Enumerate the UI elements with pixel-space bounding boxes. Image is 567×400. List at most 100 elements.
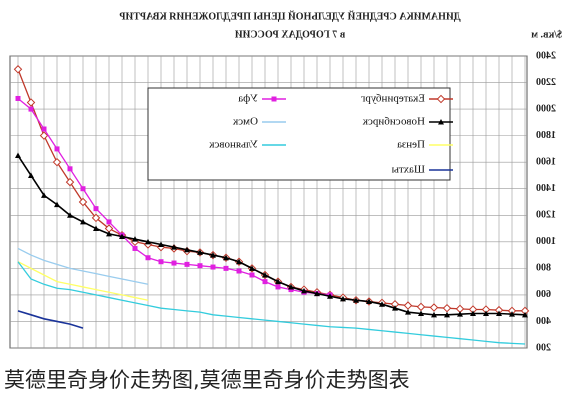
series-line: [17, 261, 526, 345]
marker: [392, 305, 398, 311]
marker: [494, 305, 504, 315]
marker: [158, 241, 164, 247]
marker: [145, 238, 151, 245]
marker: [106, 219, 112, 225]
marker: [288, 283, 294, 290]
y-tick-label: 600: [536, 289, 551, 300]
marker: [80, 218, 86, 225]
marker: [483, 310, 489, 316]
marker: [405, 309, 411, 315]
marker: [41, 126, 47, 132]
marker: [249, 265, 255, 271]
marker: [54, 146, 60, 152]
marker: [197, 249, 203, 255]
marker: [28, 172, 34, 178]
marker: [78, 197, 88, 207]
legend-label: Шахты: [391, 164, 425, 176]
y-axis-label: $/кв. м: [531, 29, 562, 40]
legend-label: Ульяновск: [208, 139, 258, 151]
legend-label: Пенза: [397, 139, 425, 151]
y-tick-label: 2400: [536, 50, 556, 61]
series-line: [17, 261, 149, 301]
marker: [314, 290, 320, 297]
marker: [379, 301, 385, 307]
marker: [223, 254, 229, 261]
marker: [507, 306, 517, 316]
marker: [223, 265, 229, 271]
marker: [444, 311, 450, 318]
marker: [403, 301, 413, 310]
marker: [353, 297, 359, 303]
marker: [236, 258, 242, 265]
chart-title: ДИНАМИКА СРЕДНЕЙ УДЕЛЬНОЙ ЦЕНЫ ПРЕДЛОЖЕН…: [119, 10, 460, 22]
y-tick-label: 400: [536, 316, 551, 327]
marker: [93, 206, 99, 212]
marker: [67, 212, 73, 218]
marker: [457, 311, 463, 317]
marker: [13, 65, 23, 74]
marker: [249, 272, 255, 278]
marker: [104, 224, 114, 233]
marker: [119, 233, 125, 240]
marker: [236, 268, 242, 274]
marker: [93, 225, 99, 232]
marker: [28, 106, 34, 112]
marker: [340, 295, 346, 302]
marker: [145, 255, 151, 261]
legend-label: Екатеринбург: [360, 93, 425, 105]
marker: [80, 186, 86, 192]
marker: [366, 298, 372, 305]
marker: [39, 131, 49, 140]
legend-label: Уфа: [238, 93, 258, 105]
marker: [520, 306, 530, 316]
marker: [52, 157, 62, 167]
marker: [275, 278, 281, 285]
marker: [197, 263, 203, 269]
marker: [67, 166, 73, 172]
marker: [54, 201, 60, 208]
marker: [416, 302, 426, 312]
legend: [147, 87, 451, 181]
marker: [288, 287, 294, 293]
marker: [522, 311, 528, 318]
y-tick-label: 800: [536, 263, 551, 274]
series-line: [17, 310, 84, 329]
marker: [390, 299, 400, 309]
legend-label: Новосибирск: [362, 116, 425, 128]
y-tick-label: 1600: [536, 156, 556, 167]
marker: [327, 293, 333, 299]
y-tick-label: 1800: [536, 130, 556, 141]
marker: [418, 310, 424, 316]
y-tick-label: 200: [536, 342, 551, 353]
marker: [210, 264, 216, 270]
y-tick-label: 1400: [536, 183, 556, 194]
marker: [41, 192, 47, 198]
marker: [509, 311, 515, 317]
marker: [158, 259, 164, 265]
marker: [481, 305, 491, 314]
marker: [470, 310, 476, 316]
y-tick-label: 2000: [536, 103, 556, 114]
y-tick-label: 2200: [536, 77, 556, 88]
legend-marker: [436, 94, 446, 104]
legend-marker: [438, 119, 444, 125]
legend-label: Омск: [232, 116, 258, 128]
marker: [171, 244, 177, 250]
caption: 莫德里奇身价走势图,莫德里奇身价走势图表: [4, 368, 410, 392]
marker: [455, 304, 465, 314]
marker: [442, 303, 452, 313]
legend-marker: [271, 96, 277, 102]
marker: [468, 305, 478, 314]
marker: [262, 272, 268, 278]
marker: [429, 303, 439, 312]
marker: [184, 246, 190, 253]
marker: [184, 261, 190, 267]
marker: [210, 252, 216, 258]
marker: [91, 213, 101, 223]
chart-subtitle: в 7 ГОРОДАХ РОССИИ: [235, 29, 346, 40]
marker: [275, 284, 281, 290]
marker: [496, 310, 502, 316]
marker: [171, 260, 177, 266]
marker: [132, 236, 138, 242]
